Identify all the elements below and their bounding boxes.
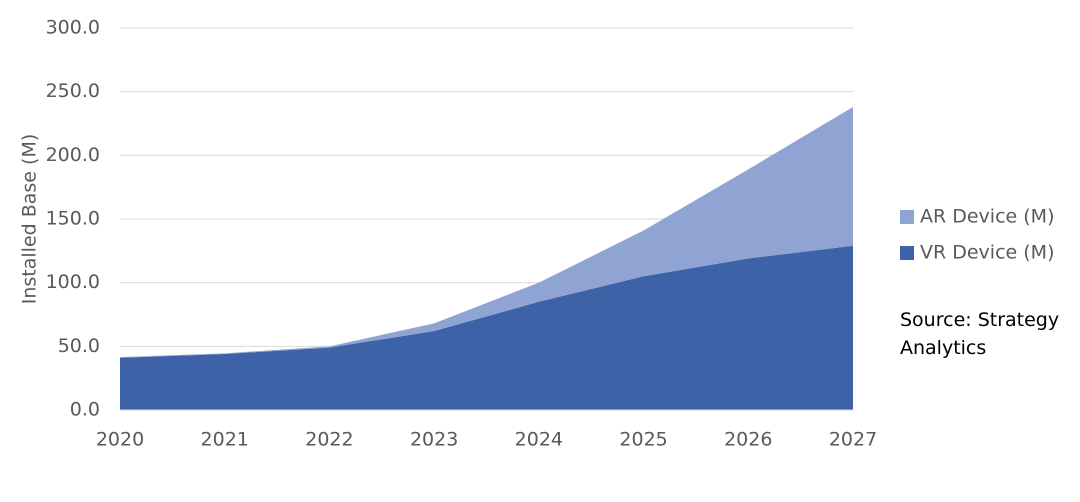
y-tick-label: 300.0 [46,17,100,39]
x-tick-label: 2024 [515,429,563,451]
x-tick-label: 2023 [410,429,458,451]
y-tick-label: 200.0 [46,144,100,166]
x-tick-label: 2027 [829,429,877,451]
y-tick-label: 0.0 [70,399,100,421]
x-tick-label: 2021 [201,429,249,451]
x-tick-label: 2026 [724,429,772,451]
area [120,245,853,410]
x-tick-label: 2025 [619,429,667,451]
legend-label: AR Device (M) [920,206,1054,228]
annotation: Source: Strategy Analytics [900,309,1059,359]
y-tick-label: 100.0 [46,271,100,293]
x-tick-label: 2020 [96,429,144,451]
area [120,106,853,358]
legend-swatch [900,246,914,260]
y-axis-label: Installed Base (M) [19,134,41,305]
legend-swatch [900,210,914,224]
x-tick-label: 2022 [305,429,353,451]
y-tick-label: 50.0 [58,335,100,357]
legend-label: VR Device (M) [920,242,1054,264]
y-tick-label: 250.0 [46,80,100,102]
y-tick-label: 150.0 [46,208,100,230]
